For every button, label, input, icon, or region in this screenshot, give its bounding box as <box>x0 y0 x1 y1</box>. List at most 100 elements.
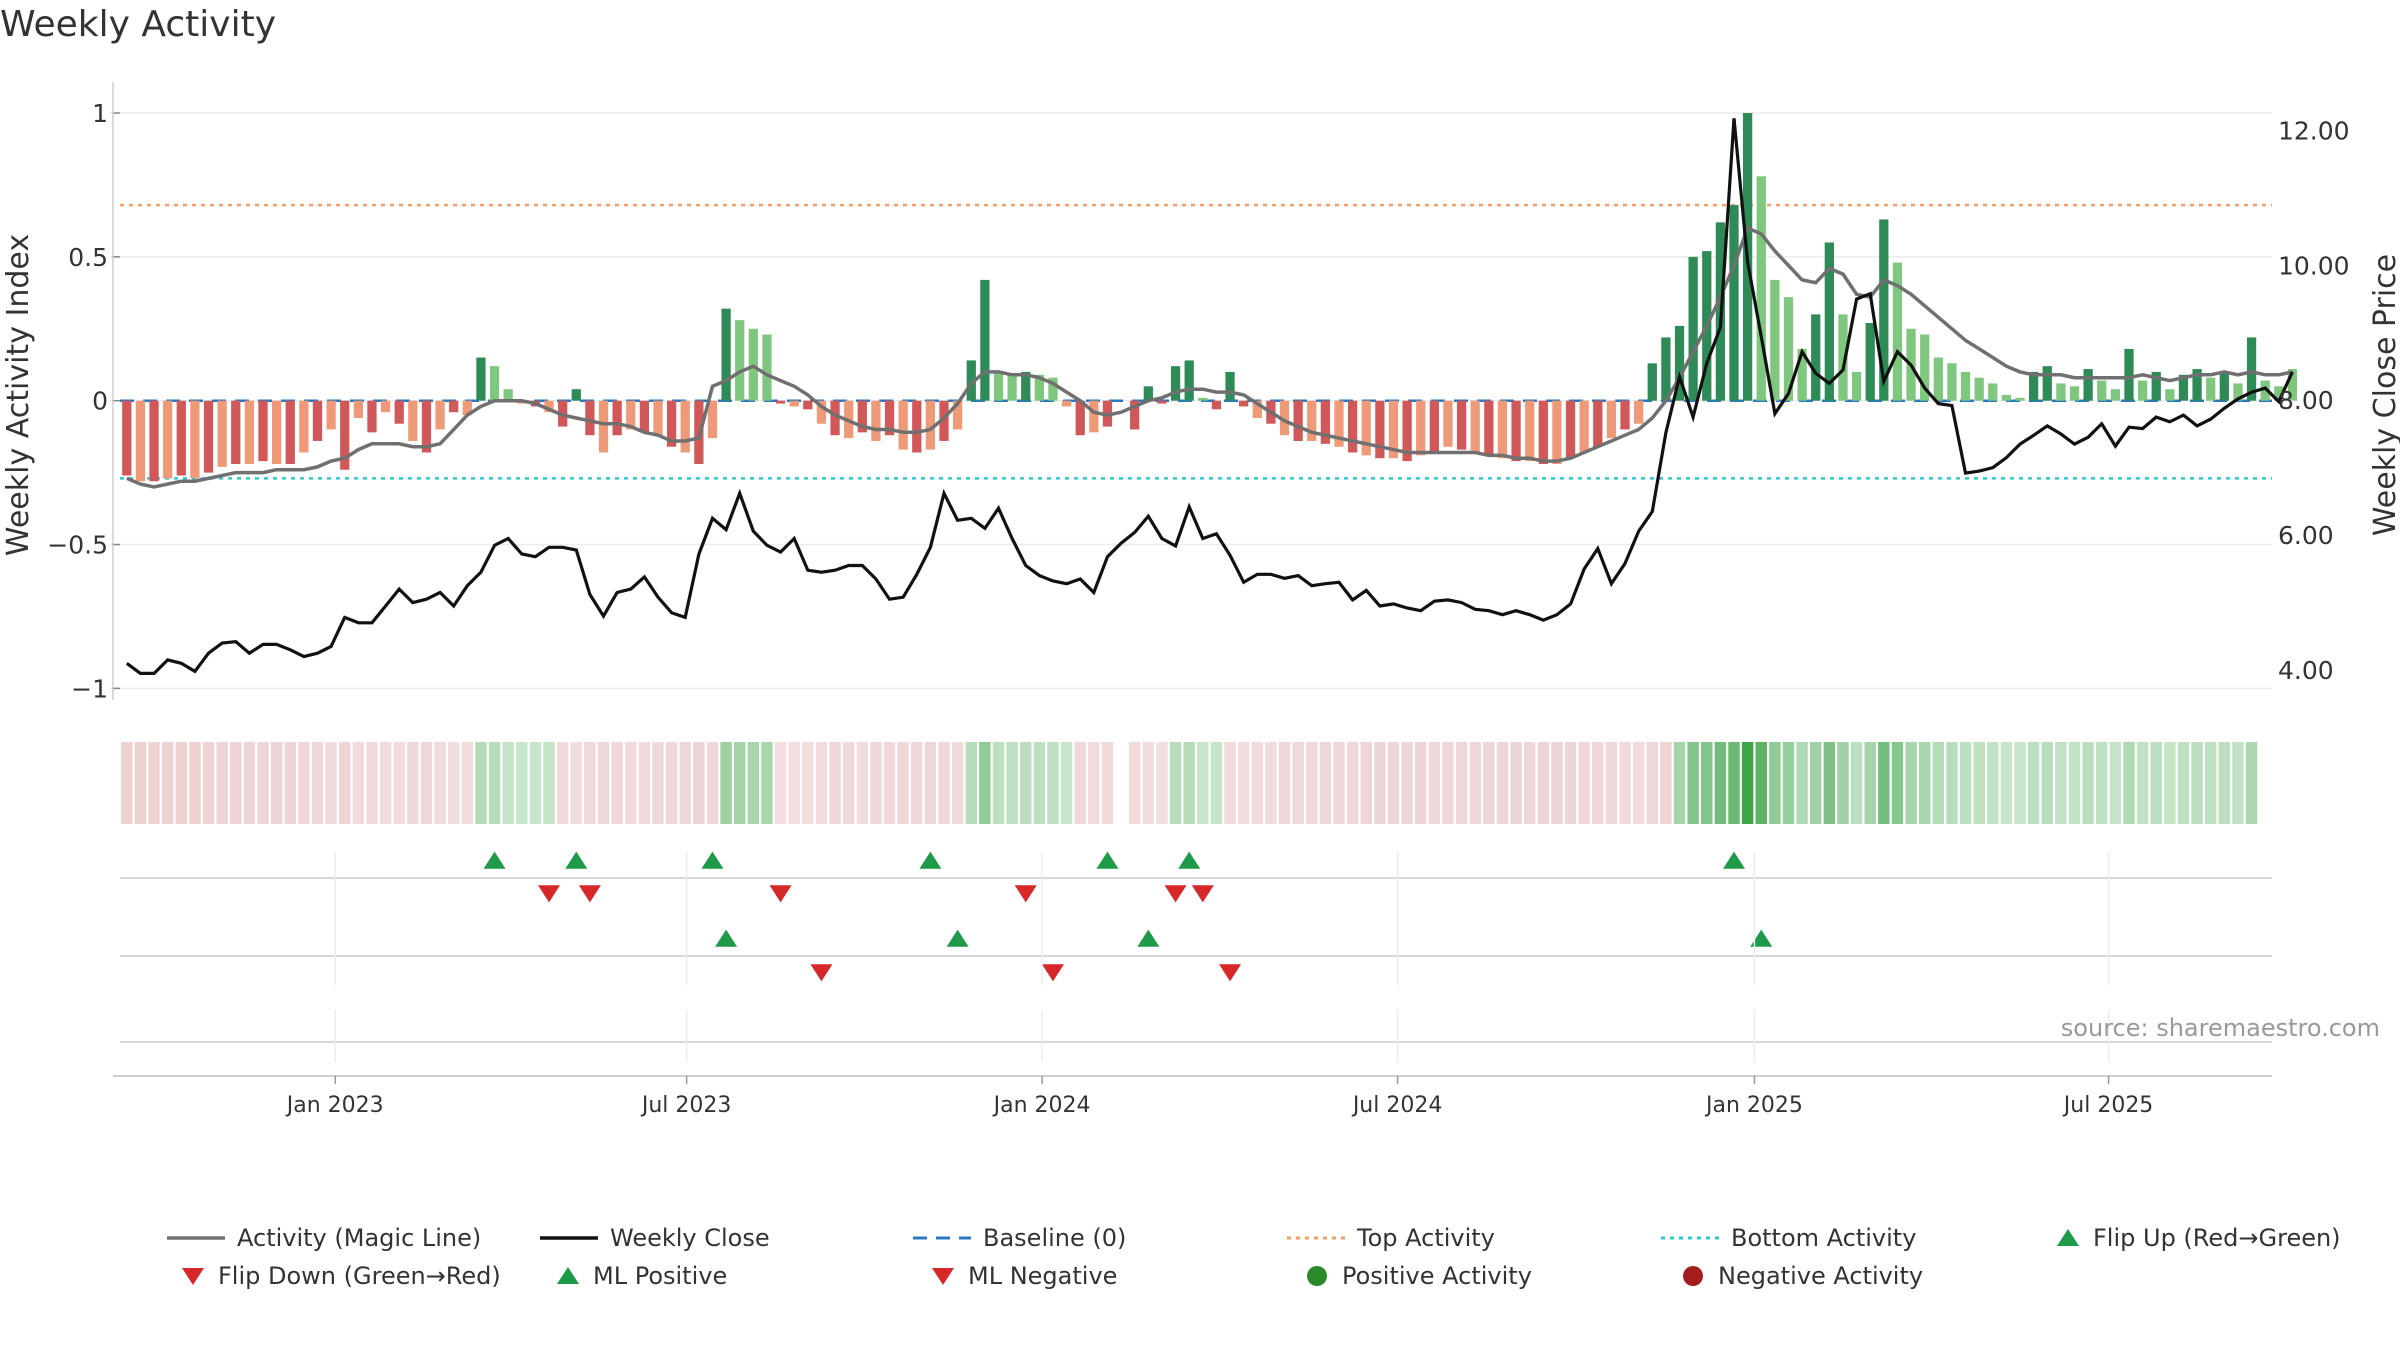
heat-strip-cell <box>829 742 841 824</box>
activity-bar <box>2165 389 2175 401</box>
activity-bar <box>1279 400 1290 436</box>
magic-line-series <box>126 225 2293 489</box>
flip-down-marker <box>1191 885 1214 903</box>
heat-strip-cell <box>393 742 405 824</box>
legend-label: ML Positive <box>593 1262 728 1290</box>
activity-bars <box>122 113 2298 482</box>
chart-title: Weekly Activity <box>0 4 277 45</box>
legend-label: Positive Activity <box>1342 1262 1532 1290</box>
activity-bar <box>435 400 445 430</box>
legend-symbol <box>913 1236 971 1240</box>
activity-bar <box>1988 383 1998 401</box>
activity-bar <box>1170 366 1181 401</box>
flip-up-marker <box>1723 851 1745 869</box>
heat-strip-cell <box>979 742 991 824</box>
y-left-tick-label: 1 <box>92 99 108 128</box>
activity-bar <box>1048 377 1058 401</box>
activity-bar <box>653 400 663 436</box>
activity-bar <box>1388 400 1399 459</box>
y-left-tick-label: −0.5 <box>47 531 108 560</box>
legend-symbol <box>1661 1236 1719 1240</box>
heat-strip-cell <box>1469 742 1481 824</box>
activity-bar <box>789 400 799 407</box>
activity-bar <box>626 400 636 430</box>
heat-strip-cell <box>2218 742 2231 824</box>
heat-strip-cell <box>1891 742 1904 824</box>
activity-bar <box>1361 400 1371 456</box>
heat-strip-cell <box>1564 742 1577 824</box>
activity-bar <box>149 400 159 482</box>
heat-strip-cell <box>1878 742 1890 824</box>
heat-strip-cell <box>720 742 732 824</box>
activity-bar <box>1797 348 1807 401</box>
activity-bar <box>2001 394 2012 401</box>
activity-bar <box>1674 325 1685 401</box>
legend-symbol <box>540 1236 598 1240</box>
heat-strip-cell <box>1537 742 1550 824</box>
heat-strip-cell <box>2232 742 2244 824</box>
heat-strip-cell <box>2150 742 2162 824</box>
x-axis: Jan 2023 Jul 2023 Jan 2024 Jul 2024 Jan 2025… <box>113 852 2272 1118</box>
heat-strip-cell <box>1101 742 1114 824</box>
y-left-tick-label: 0 <box>92 387 108 416</box>
heat-strip-cell <box>693 742 705 824</box>
activity-bar <box>762 334 772 401</box>
heat-strip-cell <box>2096 742 2108 824</box>
heat-strip-cell <box>1483 742 1495 824</box>
heat-strip-cell <box>2068 742 2081 824</box>
source-credit: source: sharemaestro.com <box>2060 1014 2380 1042</box>
activity-bar <box>544 400 554 413</box>
activity-bar <box>1824 242 1834 401</box>
x-tick-label: Jul 2024 <box>1351 1093 1443 1118</box>
activity-bar <box>1061 400 1072 407</box>
heat-strip-cell <box>1156 742 1168 824</box>
heat-strip-cell <box>243 742 256 824</box>
heat-strip-cell <box>2136 742 2149 824</box>
heat-strip-cell <box>1306 742 1318 824</box>
heat-strip-cell <box>1660 742 1672 824</box>
heat-strip-cell <box>870 742 882 824</box>
heat-strip-cell <box>1701 742 1713 824</box>
activity-bar <box>585 400 595 436</box>
heat-strip-cell <box>1687 742 1699 824</box>
activity-bar <box>871 400 881 441</box>
y-right-tick-label: 4.00 <box>2278 656 2334 685</box>
activity-bar <box>1974 377 1984 401</box>
activity-bar <box>1198 397 1208 401</box>
y-right-tick-label: 6.00 <box>2278 521 2334 550</box>
heat-strip-cell <box>992 742 1005 824</box>
activity-bar <box>666 400 677 447</box>
heat-strip-cell <box>1020 742 1032 824</box>
heat-strip-cell <box>1142 742 1155 824</box>
activity-bar <box>176 400 186 476</box>
heat-strip-cell <box>339 742 351 824</box>
ml-negative-marker <box>810 964 833 982</box>
legend-symbol <box>932 1268 954 1285</box>
activity-bar <box>1184 360 1194 401</box>
heat-strip-cell <box>1918 742 1931 824</box>
activity-bar <box>1838 314 1848 401</box>
heat-strip-cell <box>230 742 242 824</box>
activity-bar <box>135 400 146 482</box>
activity-bar <box>217 400 227 467</box>
heat-strip-cell <box>2109 742 2122 824</box>
heat-strip-cell <box>1987 742 1999 824</box>
activity-bar <box>1552 400 1562 464</box>
chart-area: 1 0.5 0 −0.5 −1 12.00 10.00 8.00 6.00 4.00 Jan 2… <box>1 82 2400 1118</box>
heat-strip-cell <box>802 742 814 824</box>
flip-down-marker <box>578 885 601 903</box>
activity-bar <box>272 400 282 464</box>
heat-strip-cell <box>1578 742 1590 824</box>
activity-bar <box>1252 400 1262 418</box>
heat-strip-cell <box>1319 742 1332 824</box>
legend-item: Activity (Magic Line) <box>167 1224 481 1252</box>
activity-bar <box>1089 400 1099 433</box>
heat-strip-cell <box>1823 742 1836 824</box>
activity-bar <box>2137 380 2148 401</box>
activity-bar <box>1851 371 1862 401</box>
heat-strip-cell <box>2041 742 2053 824</box>
activity-bar <box>721 308 731 401</box>
activity-bar <box>1960 371 1971 401</box>
legend-item: Flip Up (Red→Green) <box>2055 1224 2341 1252</box>
legend-item: Flip Down (Green→Red) <box>180 1262 501 1290</box>
